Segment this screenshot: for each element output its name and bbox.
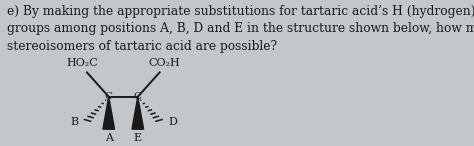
Polygon shape <box>103 97 115 129</box>
Text: HO₂C: HO₂C <box>66 58 98 68</box>
Text: C: C <box>134 92 142 101</box>
Text: C: C <box>105 92 113 101</box>
Text: e) By making the appropriate substitutions for tartaric acid’s H (hydrogen) and : e) By making the appropriate substitutio… <box>7 5 474 53</box>
Text: E: E <box>134 133 142 143</box>
Text: B: B <box>70 117 78 127</box>
Text: CO₂H: CO₂H <box>148 58 180 68</box>
Polygon shape <box>132 97 144 129</box>
Text: D: D <box>168 117 177 127</box>
Text: A: A <box>105 133 113 143</box>
